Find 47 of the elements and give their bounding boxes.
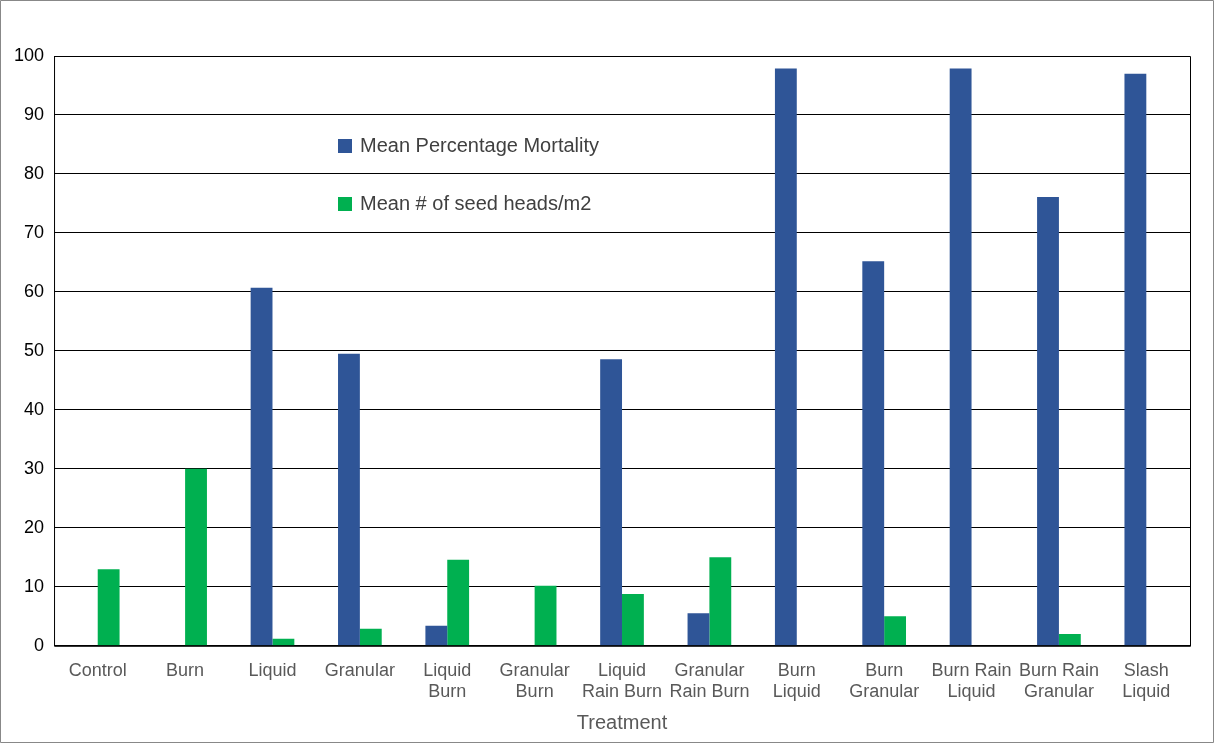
x-tick-label: Granular (324, 659, 395, 680)
bar (774, 68, 797, 646)
y-tick-label: 40 (24, 398, 45, 419)
x-tick-label: Liquid Rain Burn (581, 659, 663, 702)
bar (425, 625, 448, 646)
bar (534, 585, 557, 646)
x-axis-title: Treatment (576, 710, 668, 733)
y-tick-label: 0 (34, 634, 45, 655)
bar (447, 559, 470, 646)
bar (185, 468, 207, 646)
y-tick-label: 30 (24, 457, 45, 478)
bar (1058, 634, 1081, 646)
y-tick-label: 70 (24, 221, 45, 242)
bar (272, 638, 295, 646)
x-tick-label: Burn Granular (849, 659, 920, 702)
bar (862, 261, 885, 646)
x-tick-label: Control (68, 659, 127, 680)
y-tick-label: 90 (24, 103, 45, 124)
y-tick-label: 100 (13, 44, 45, 65)
x-tick-label: Burn Rain Liquid (931, 659, 1012, 702)
bar (622, 593, 644, 646)
x-tick-label: Liquid (248, 659, 297, 680)
x-tick-label: Granular Burn (499, 659, 570, 702)
bar (687, 613, 710, 646)
bar (600, 359, 623, 646)
bar (97, 569, 120, 646)
y-tick-label: 20 (24, 516, 45, 537)
legend-label: Mean # of seed heads/m2 (360, 191, 592, 214)
x-tick-label: Liquid Burn (423, 659, 472, 702)
bar (1037, 196, 1059, 646)
bar (949, 68, 972, 646)
bar (359, 628, 382, 646)
bar (1124, 73, 1147, 646)
bar (338, 353, 360, 646)
bar (884, 616, 907, 646)
legend-label: Mean Percentage Mortality (360, 133, 600, 156)
x-tick-label: Burn Liquid (772, 659, 821, 702)
y-tick-label: 80 (24, 162, 45, 183)
bar (709, 557, 732, 646)
x-tick-label: Slash Liquid (1122, 659, 1171, 702)
y-tick-label: 60 (24, 280, 45, 301)
x-tick-label: Burn Rain Granular (1018, 659, 1099, 702)
x-tick-label: Granular Rain Burn (669, 659, 750, 702)
y-tick-label: 10 (24, 575, 45, 596)
bar (250, 287, 273, 646)
y-tick-label: 50 (24, 339, 45, 360)
x-tick-label: Burn (166, 659, 205, 680)
